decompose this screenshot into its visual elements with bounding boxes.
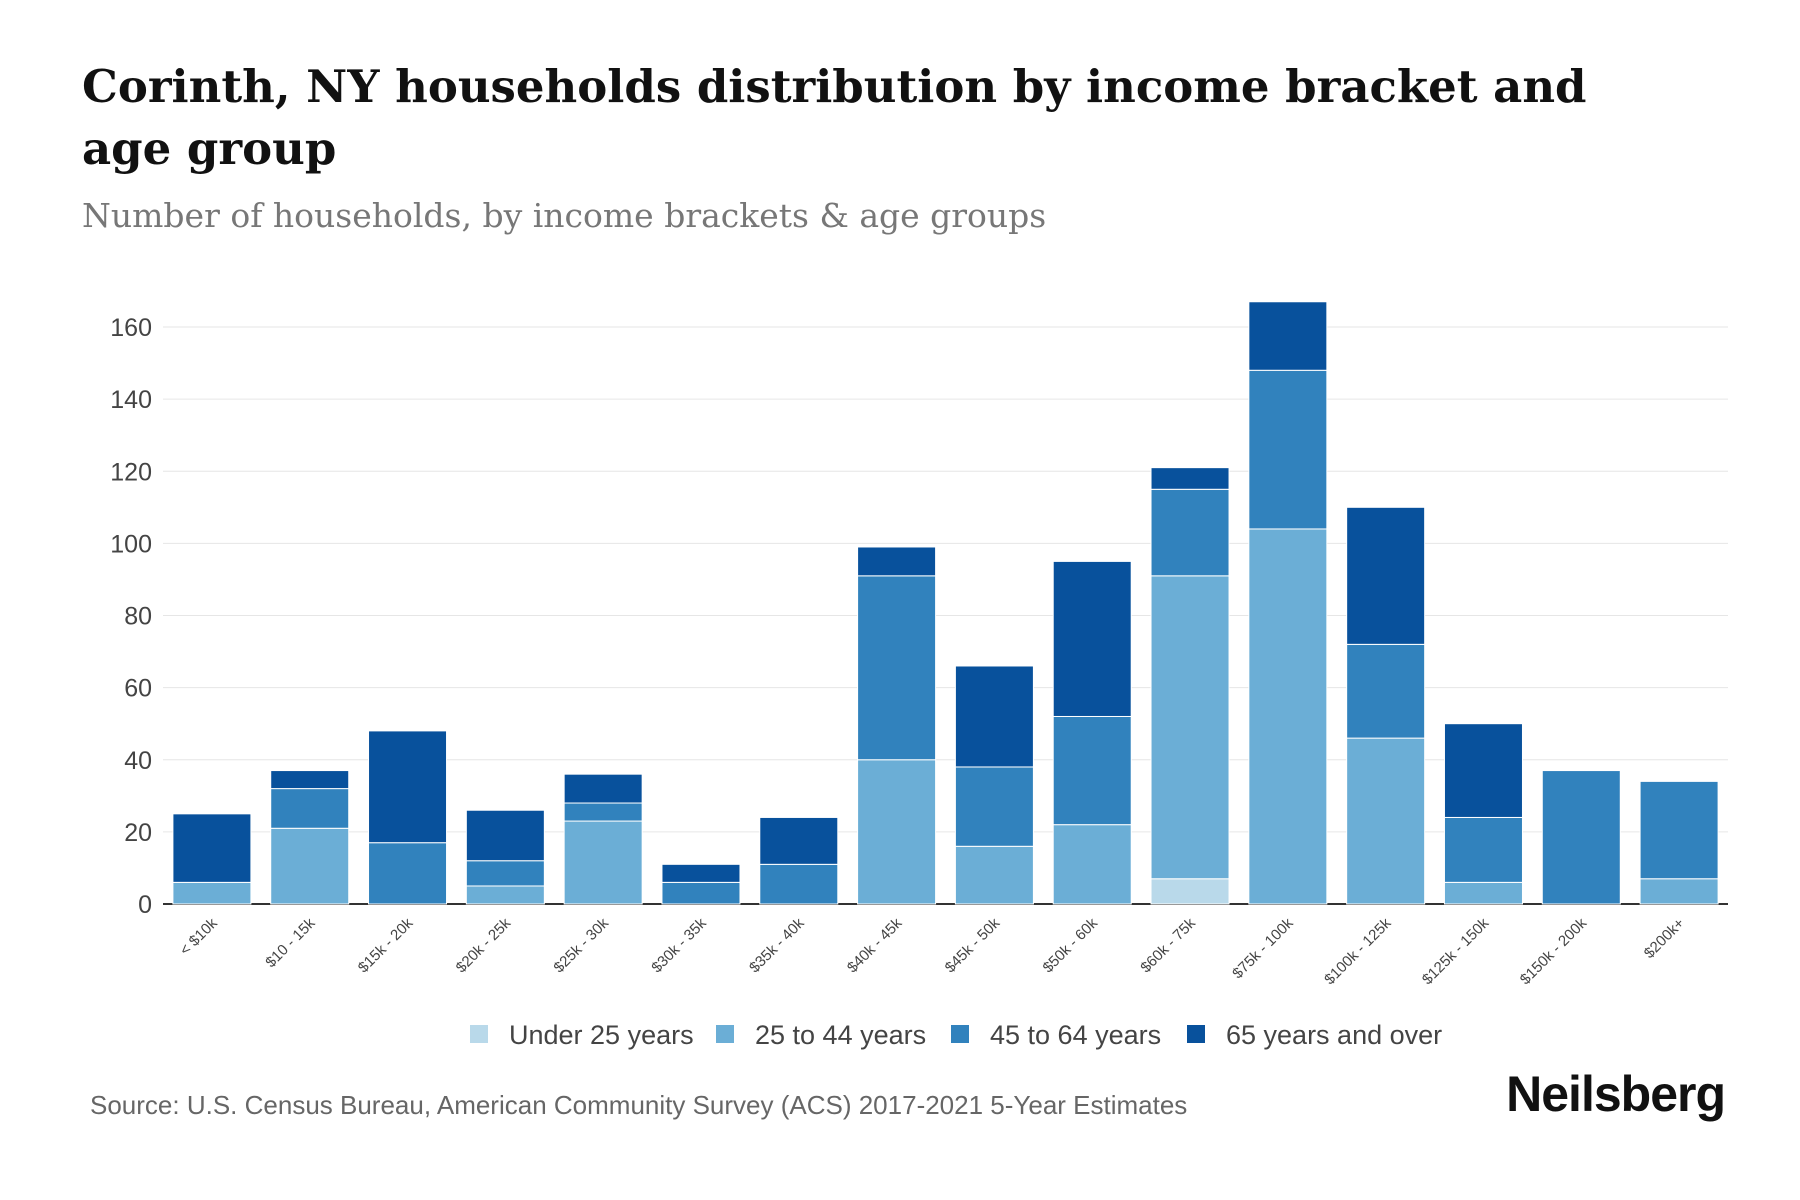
legend-label: 25 to 44 years — [755, 1020, 926, 1050]
bar-segment — [270, 770, 350, 790]
bar-segment — [270, 827, 350, 905]
x-tick-label: $20k - 25k — [453, 914, 515, 976]
bar-segment — [1443, 816, 1523, 883]
bar-segment — [1150, 467, 1230, 490]
x-tick-label: $60k - 75k — [1137, 914, 1199, 976]
bar-segment — [368, 842, 448, 905]
bar-segment — [465, 885, 545, 905]
bar-segment — [661, 881, 741, 905]
y-tick-label: 60 — [124, 675, 152, 703]
bar-segment — [1541, 770, 1621, 905]
bar-segment — [759, 863, 839, 905]
bar-segment — [1052, 560, 1132, 717]
bar-segment — [1443, 881, 1523, 905]
bar-segment — [563, 802, 643, 822]
y-tick-label: 120 — [110, 458, 152, 486]
bar-segment — [1248, 301, 1328, 371]
bar-segment — [857, 546, 937, 577]
x-tick-label: $40k - 45k — [844, 914, 906, 976]
bar-segment — [954, 845, 1034, 905]
legend-swatch — [951, 1025, 969, 1043]
x-tick-label: $25k - 30k — [550, 914, 612, 976]
x-axis: < $10k $10 - 15k $15k - 20k $20k - 25k $25k … — [177, 914, 1689, 988]
bar-segment — [1052, 715, 1132, 826]
chart-title: Corinth, NY households distribution by i… — [82, 60, 1587, 175]
bar-segment — [270, 788, 350, 829]
x-tick-label: < $10k — [177, 914, 222, 959]
bars — [172, 301, 1719, 905]
bar-segment — [954, 665, 1034, 768]
bar-segment — [172, 813, 252, 883]
legend-label: 65 years and over — [1226, 1020, 1442, 1050]
bar-segment — [1346, 737, 1426, 905]
bar-segment — [563, 820, 643, 905]
bar-segment — [368, 730, 448, 844]
y-tick-label: 20 — [124, 819, 152, 847]
bar-segment — [954, 766, 1034, 847]
x-tick-label: $10 - 15k — [262, 914, 319, 971]
y-tick-label: 80 — [124, 603, 152, 631]
bar-segment — [857, 759, 937, 905]
x-tick-label: $15k - 20k — [355, 914, 417, 976]
x-tick-label: $200k+ — [1641, 915, 1688, 962]
bar-segment — [1443, 723, 1523, 818]
x-tick-label: $35k - 40k — [746, 914, 808, 976]
bar-segment — [1150, 878, 1230, 905]
x-tick-label: $150k - 200k — [1517, 914, 1591, 988]
bar-segment — [172, 881, 252, 905]
y-tick-label: 40 — [124, 747, 152, 775]
bar-segment — [759, 816, 839, 865]
bar-segment — [1150, 575, 1230, 880]
legend-label: 45 to 64 years — [990, 1020, 1161, 1050]
x-tick-label: $50k - 60k — [1039, 914, 1101, 976]
bar-segment — [1346, 643, 1426, 739]
brand-logo: Neilsberg — [1506, 1066, 1726, 1122]
bar-segment — [1248, 528, 1328, 905]
bar-segment — [1639, 878, 1719, 905]
chart-subtitle: Number of households, by income brackets… — [82, 196, 1047, 235]
legend-swatch — [470, 1025, 488, 1043]
y-tick-label: 140 — [110, 386, 152, 414]
bar-segment — [563, 773, 643, 804]
bar-segment — [1052, 824, 1132, 905]
bar-segment — [465, 860, 545, 887]
source-note: Source: U.S. Census Bureau, American Com… — [90, 1090, 1188, 1120]
bar-segment — [1150, 488, 1230, 577]
y-tick-label: 160 — [110, 314, 152, 342]
y-tick-label: 0 — [138, 891, 152, 919]
bar-segment — [1346, 506, 1426, 645]
y-tick-label: 100 — [110, 530, 152, 558]
legend-swatch — [1187, 1025, 1205, 1043]
legend-swatch — [716, 1025, 734, 1043]
legend-label: Under 25 years — [509, 1020, 694, 1050]
x-tick-label: $45k - 50k — [942, 914, 1004, 976]
bar-segment — [1248, 369, 1328, 530]
x-tick-label: $125k - 150k — [1419, 914, 1493, 988]
bar-segment — [661, 863, 741, 883]
bar-segment — [465, 809, 545, 862]
legend: Under 25 years 25 to 44 years 45 to 64 yea… — [470, 1020, 1442, 1050]
x-tick-label: $100k - 125k — [1321, 914, 1395, 988]
x-tick-label: $30k - 35k — [648, 914, 710, 976]
x-tick-label: $75k - 100k — [1229, 914, 1297, 982]
bar-segment — [857, 575, 937, 761]
bar-segment — [1639, 780, 1719, 880]
